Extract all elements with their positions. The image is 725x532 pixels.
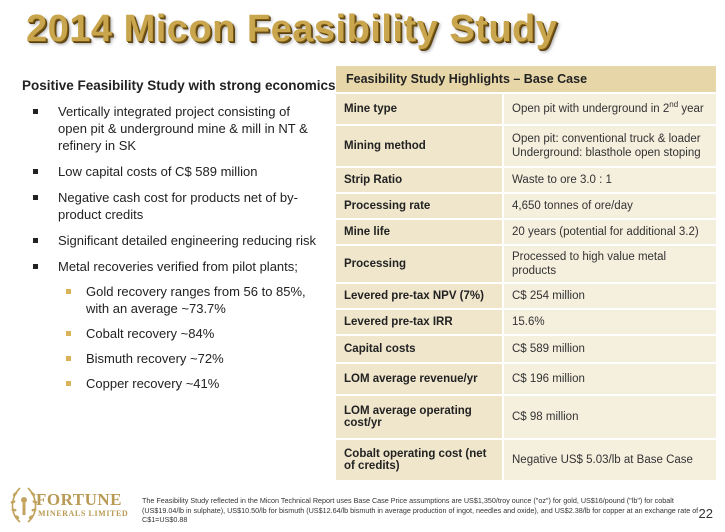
row-value: 20 years (potential for additional 3.2) — [504, 220, 716, 244]
row-value-line1: Open pit: conventional truck & loader — [512, 133, 701, 145]
bullet-square-icon — [33, 264, 38, 269]
row-label: Capital costs — [336, 336, 504, 362]
footnote: The Feasibility Study reflected in the M… — [142, 496, 699, 524]
row-label: Processing rate — [336, 194, 504, 218]
fortune-laurel-logo-icon — [10, 487, 38, 523]
row-label: LOM average operating cost/yr — [336, 396, 504, 438]
bullet-text: Low capital costs of C$ 589 million — [58, 164, 258, 179]
row-value: C$ 589 million — [504, 336, 716, 362]
sub-bullet-item: Gold recovery ranges from 56 to 85%, wit… — [58, 283, 322, 317]
table-row: Cobalt operating cost (net of credits) N… — [336, 440, 716, 480]
row-value: C$ 196 million — [504, 364, 716, 394]
sub-bullet-list: Gold recovery ranges from 56 to 85%, wit… — [58, 283, 322, 392]
row-label: Mine type — [336, 94, 504, 124]
row-value: 4,650 tonnes of ore/day — [504, 194, 716, 218]
row-label: Strip Ratio — [336, 168, 504, 192]
sub-bullet-text: Copper recovery ~41% — [86, 376, 220, 391]
row-label: Cobalt operating cost (net of credits) — [336, 440, 504, 480]
bullet-square-icon — [33, 169, 38, 174]
row-value: Negative US$ 5.03/lb at Base Case — [504, 440, 716, 480]
table-row: Levered pre-tax NPV (7%) C$ 254 million — [336, 284, 716, 310]
row-label: Mine life — [336, 220, 504, 244]
page-number: 22 — [698, 506, 713, 521]
page-title: 2014 Micon Feasibility Study — [26, 8, 558, 50]
table-row: Levered pre-tax IRR 15.6% — [336, 310, 716, 336]
sub-bullet-square-icon — [66, 381, 71, 386]
sub-bullet-text: Bismuth recovery ~72% — [86, 351, 224, 366]
left-heading: Positive Feasibility Study with strong e… — [22, 78, 336, 93]
row-value: Processed to high value metal products — [504, 246, 716, 282]
bullet-square-icon — [33, 109, 38, 114]
bullet-item: Metal recoveries verified from pilot pla… — [22, 258, 322, 392]
bullet-square-icon — [33, 195, 38, 200]
bullet-text: Vertically integrated project consisting… — [58, 104, 308, 153]
table-row: Capital costs C$ 589 million — [336, 336, 716, 364]
bullet-item: Vertically integrated project consisting… — [22, 103, 322, 154]
bullet-text: Metal recoveries verified from pilot pla… — [58, 259, 298, 274]
sub-bullet-item: Cobalt recovery ~84% — [58, 325, 322, 342]
logo-subtitle: MINERALS LIMITED — [38, 509, 129, 518]
left-column: Positive Feasibility Study with strong e… — [22, 78, 336, 401]
sub-bullet-square-icon — [66, 356, 71, 361]
bullet-item: Negative cash cost for products net of b… — [22, 189, 322, 223]
table-row: Mine life 20 years (potential for additi… — [336, 220, 716, 246]
table-row: Mining method Open pit: conventional tru… — [336, 126, 716, 168]
table-row: Processing Processed to high value metal… — [336, 246, 716, 284]
highlights-table: Feasibility Study Highlights – Base Case… — [336, 66, 716, 480]
table-row: LOM average operating cost/yr C$ 98 mill… — [336, 396, 716, 440]
logo-name: FORTUNE — [36, 490, 123, 509]
row-label: LOM average revenue/yr — [336, 364, 504, 394]
row-value: Open pit: conventional truck & loader Und… — [504, 126, 716, 166]
row-label: Processing — [336, 246, 504, 282]
bullet-item: Significant detailed engineering reducin… — [22, 232, 322, 249]
sub-bullet-text: Cobalt recovery ~84% — [86, 326, 215, 341]
row-value: C$ 98 million — [504, 396, 716, 438]
row-value: C$ 254 million — [504, 284, 716, 308]
row-label: Levered pre-tax NPV (7%) — [336, 284, 504, 308]
sub-bullet-text: Gold recovery ranges from 56 to 85%, wit… — [86, 284, 306, 316]
sub-bullet-item: Bismuth recovery ~72% — [58, 350, 322, 367]
row-value: Waste to ore 3.0 : 1 — [504, 168, 716, 192]
table-header: Feasibility Study Highlights – Base Case — [336, 66, 716, 94]
row-value-text-tail: year — [678, 103, 704, 115]
table-row: Processing rate 4,650 tonnes of ore/day — [336, 194, 716, 220]
row-label: Levered pre-tax IRR — [336, 310, 504, 334]
row-value: 15.6% — [504, 310, 716, 334]
row-value: Open pit with underground in 2nd year — [504, 94, 716, 124]
bullet-text: Negative cash cost for products net of b… — [58, 190, 298, 222]
table-row: Strip Ratio Waste to ore 3.0 : 1 — [336, 168, 716, 194]
bullet-square-icon — [33, 238, 38, 243]
row-label: Mining method — [336, 126, 504, 166]
sub-bullet-square-icon — [66, 289, 71, 294]
bullet-text: Significant detailed engineering reducin… — [58, 233, 316, 248]
row-value-line2: Underground: blasthole open stoping — [512, 147, 701, 159]
row-value-sup: nd — [669, 100, 679, 110]
sub-bullet-square-icon — [66, 331, 71, 336]
row-value-text: Open pit with underground in 2 — [512, 103, 670, 115]
bullet-list: Vertically integrated project consisting… — [22, 103, 322, 392]
bullet-item: Low capital costs of C$ 589 million — [22, 163, 322, 180]
table-row: Mine type Open pit with underground in 2… — [336, 94, 716, 126]
sub-bullet-item: Copper recovery ~41% — [58, 375, 322, 392]
table-row: LOM average revenue/yr C$ 196 million — [336, 364, 716, 396]
